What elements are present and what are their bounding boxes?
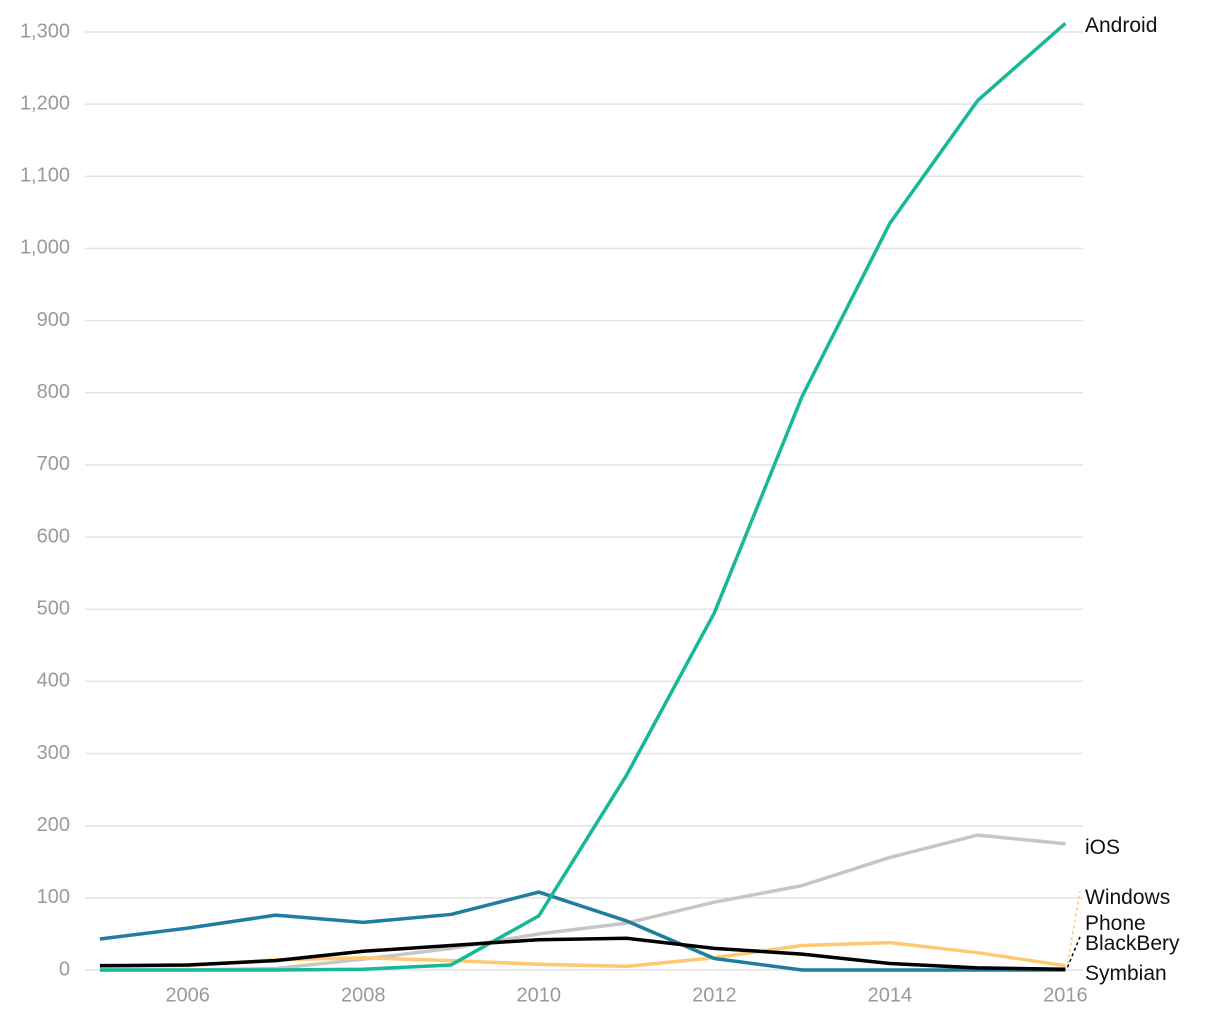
y-tick-label: 1,300 <box>20 20 70 42</box>
y-tick-label: 1,200 <box>20 92 70 114</box>
series-label: Windows Phone <box>1085 886 1171 935</box>
series-line <box>99 890 1066 972</box>
y-tick-label: 900 <box>37 309 70 331</box>
y-tick-label: 100 <box>37 886 70 908</box>
series-line <box>99 833 1066 972</box>
series-label: Symbian <box>1085 962 1167 985</box>
series-line <box>99 22 1067 972</box>
y-tick-label: 800 <box>37 381 70 403</box>
leader-line <box>1066 936 1081 968</box>
x-tick-label: 2014 <box>868 984 913 1006</box>
x-tick-label: 2012 <box>692 984 737 1006</box>
y-tick-label: 700 <box>37 453 70 475</box>
y-tick-label: 0 <box>59 958 70 980</box>
y-tick-label: 400 <box>37 670 70 692</box>
y-tick-label: 600 <box>37 525 70 547</box>
series-line <box>99 936 1066 972</box>
x-tick-label: 2006 <box>165 984 210 1006</box>
y-tick-label: 200 <box>37 814 70 836</box>
y-tick-label: 500 <box>37 598 70 620</box>
x-tick-label: 2016 <box>1043 984 1088 1006</box>
series-label: Android <box>1085 14 1158 37</box>
y-tick-label: 1,100 <box>20 165 70 187</box>
series-label: BlackBery <box>1085 932 1180 955</box>
x-tick-label: 2010 <box>517 984 562 1006</box>
x-tick-label: 2008 <box>341 984 386 1006</box>
y-tick-label: 300 <box>37 742 70 764</box>
leader-line <box>1066 890 1081 964</box>
y-tick-label: 1,000 <box>20 237 70 259</box>
series-label: iOS <box>1085 836 1121 859</box>
